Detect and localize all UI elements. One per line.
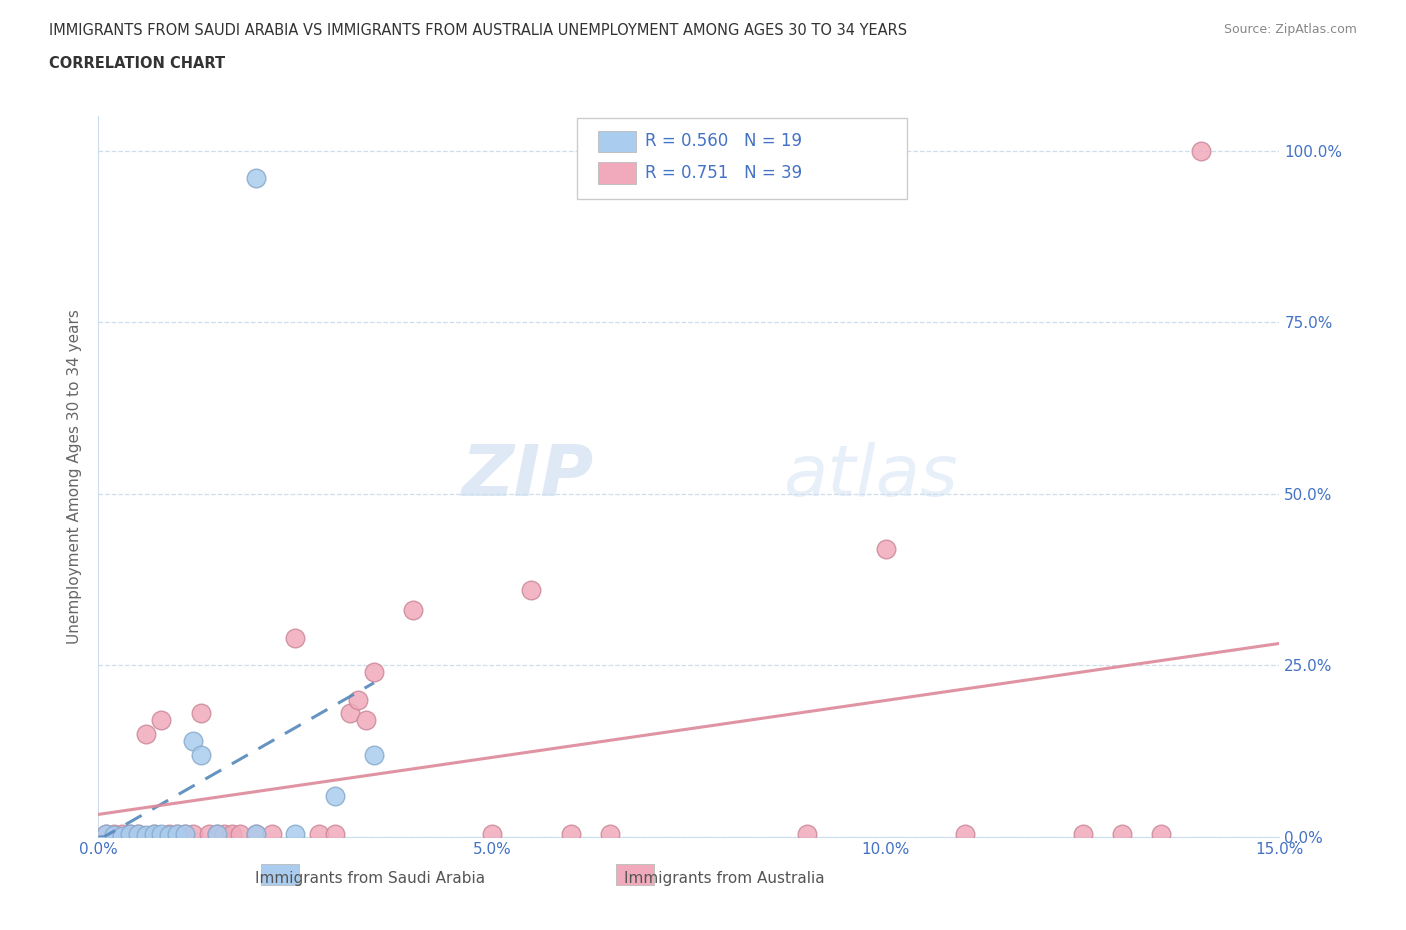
Text: Immigrants from Saudi Arabia: Immigrants from Saudi Arabia [254,870,485,885]
Point [103,826,125,841]
Point [135,828,157,843]
Point [347,692,370,707]
Point [181,826,204,841]
Point [599,826,621,841]
Text: CORRELATION CHART: CORRELATION CHART [49,56,225,71]
Point [118,826,141,841]
Point [953,826,976,841]
Text: atlas: atlas [783,442,957,512]
Point [111,826,134,841]
Point [127,826,149,841]
Point [796,826,818,841]
Point [284,631,307,645]
Point [174,826,197,841]
Point [363,665,385,680]
Point [1071,826,1094,841]
Point [150,826,173,841]
Point [205,826,228,841]
Point [402,603,425,618]
Point [157,826,180,841]
Text: R = 0.751   N = 39: R = 0.751 N = 39 [645,165,803,182]
Point [1189,143,1212,158]
Point [150,713,173,728]
Point [96,826,118,841]
Point [363,747,385,762]
Point [118,826,141,841]
Text: IMMIGRANTS FROM SAUDI ARABIA VS IMMIGRANTS FROM AUSTRALIA UNEMPLOYMENT AMONG AGE: IMMIGRANTS FROM SAUDI ARABIA VS IMMIGRAN… [49,23,907,38]
Point [103,828,125,843]
Point [197,826,219,841]
Point [481,826,503,841]
Point [96,826,118,841]
Point [308,826,330,841]
FancyBboxPatch shape [598,130,636,153]
Point [142,826,165,841]
Point [166,826,188,841]
FancyBboxPatch shape [262,864,299,885]
Point [1150,826,1173,841]
Point [190,706,212,721]
FancyBboxPatch shape [616,864,654,885]
Point [323,789,346,804]
Point [1111,826,1133,841]
Text: Source: ZipAtlas.com: Source: ZipAtlas.com [1223,23,1357,36]
Point [181,734,204,749]
Point [214,826,236,841]
Text: ZIP: ZIP [463,442,595,512]
Point [245,170,267,185]
Text: Immigrants from Australia: Immigrants from Australia [624,870,825,885]
Point [229,826,252,841]
FancyBboxPatch shape [576,118,907,199]
Point [157,828,180,843]
Point [166,826,188,841]
Point [875,541,897,556]
Y-axis label: Unemployment Among Ages 30 to 34 years: Unemployment Among Ages 30 to 34 years [67,309,83,644]
Point [174,826,197,841]
Point [284,826,307,841]
Point [560,826,582,841]
Point [354,713,377,728]
Point [260,826,283,841]
Point [520,582,543,597]
Point [245,826,267,841]
Point [142,826,165,841]
Point [339,706,361,721]
Point [221,826,243,841]
Point [190,747,212,762]
Point [245,826,267,841]
Point [205,826,228,841]
Point [323,826,346,841]
Text: R = 0.560   N = 19: R = 0.560 N = 19 [645,132,803,151]
Point [111,829,134,844]
Point [127,826,149,841]
FancyBboxPatch shape [598,163,636,184]
Point [135,726,157,741]
